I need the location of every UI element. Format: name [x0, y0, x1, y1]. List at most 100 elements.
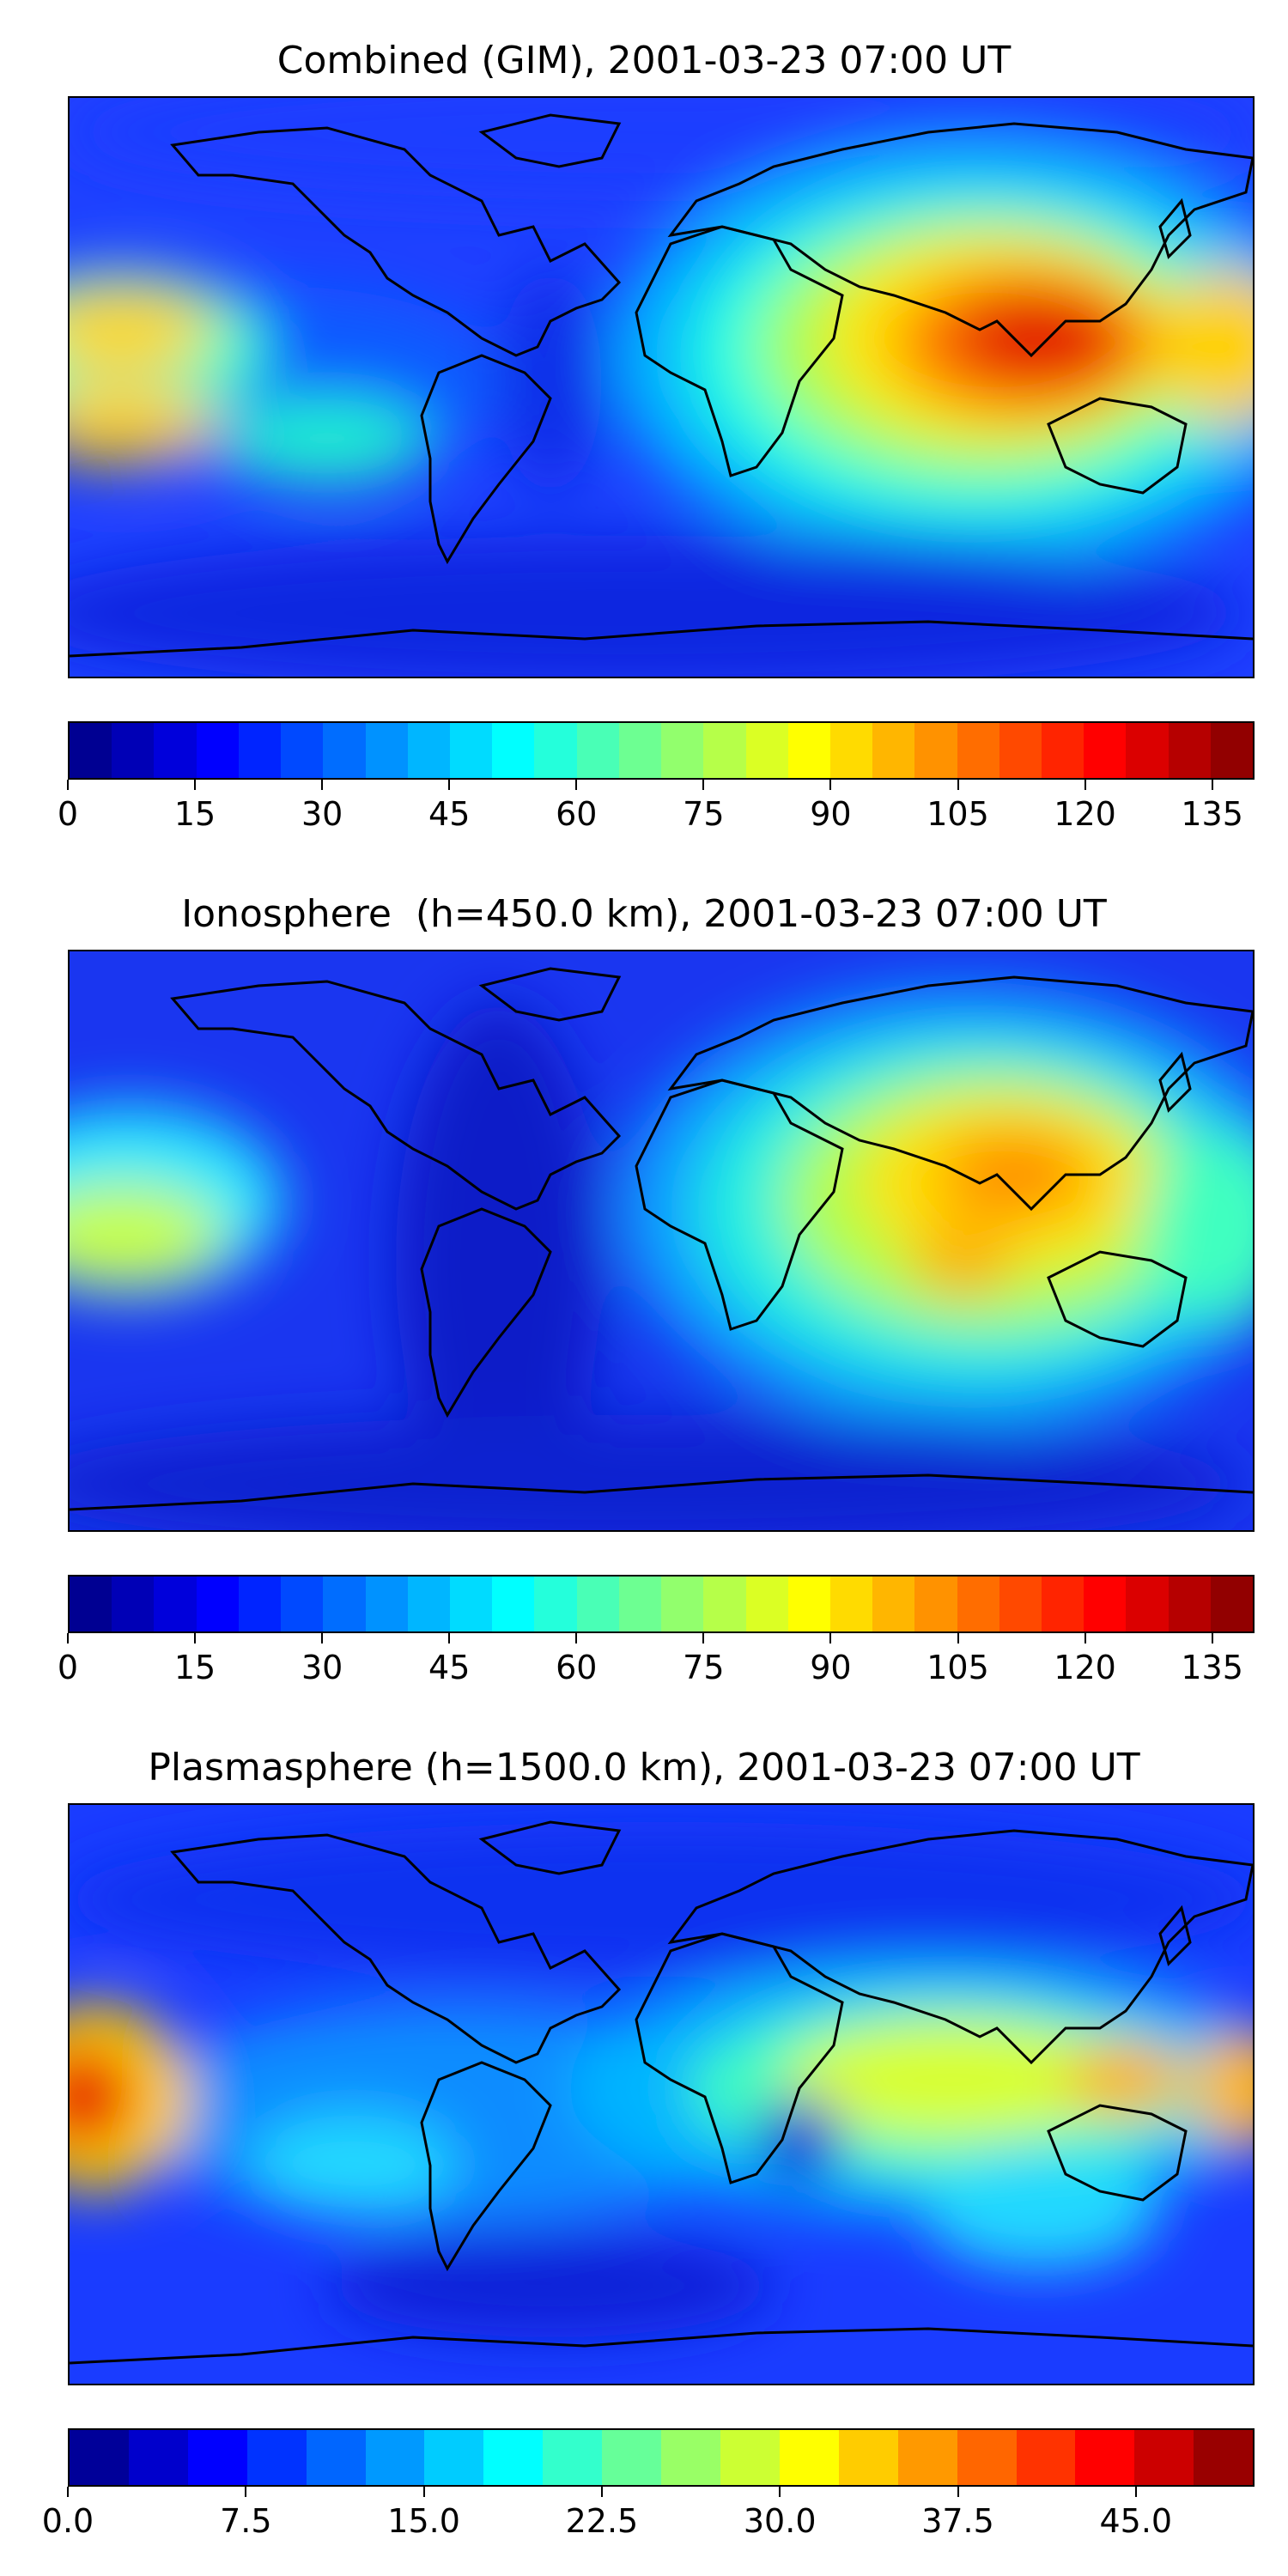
- colorbar-segment: [365, 723, 408, 778]
- colorbar-segment: [543, 2430, 603, 2485]
- colorbar-segment: [246, 2430, 307, 2485]
- colorbar-tick-label: 120: [1054, 795, 1116, 833]
- colorbar-segment: [602, 2430, 662, 2485]
- colorbar-tick-label: 0.0: [41, 2502, 94, 2540]
- colorbar-tick-label: 30.0: [743, 2502, 817, 2540]
- tec-map-ionosphere: [70, 951, 1253, 1530]
- colorbar-tick-label: 30: [301, 1649, 343, 1686]
- colorbar-tick: [600, 2487, 603, 2497]
- colorbar-segment: [829, 1577, 873, 1631]
- colorbar-segment: [154, 1577, 197, 1631]
- colorbar-segment: [872, 1577, 915, 1631]
- colorbar-tick-label: 0: [57, 795, 79, 833]
- coastlines: [70, 113, 1253, 658]
- colorbar-segment: [365, 2430, 425, 2485]
- colorbar-segment: [1210, 1577, 1254, 1631]
- colorbar-tick-label: 105: [927, 795, 989, 833]
- colorbar-tick-label: 105: [927, 1649, 989, 1686]
- colorbar-segment: [492, 723, 535, 778]
- colorbar-tick-label: 90: [810, 1649, 852, 1686]
- colorbar-tick: [1211, 1633, 1213, 1643]
- colorbar-segment: [323, 723, 366, 778]
- colorbar-segment: [897, 2430, 957, 2485]
- colorbar-segment: [112, 723, 155, 778]
- colorbar-segment: [281, 723, 324, 778]
- colorbar-tick: [575, 1633, 578, 1643]
- tec-map-plasmasphere: [70, 1805, 1253, 2384]
- panel-title-plasmasphere: Plasmasphere (h=1500.0 km), 2001-03-23 0…: [148, 1746, 1140, 1789]
- colorbar-tick-label: 7.5: [220, 2502, 272, 2540]
- colorbar-tick-label: 15: [173, 1649, 216, 1686]
- colorbar-segment: [1168, 723, 1211, 778]
- colorbar-segment: [238, 723, 282, 778]
- colorbar-segment: [1126, 1577, 1169, 1631]
- colorbar-segment: [999, 1577, 1042, 1631]
- colorbar-tick-label: 37.5: [921, 2502, 994, 2540]
- colorbar-tick: [1084, 1633, 1086, 1643]
- colorbar-segment: [534, 723, 577, 778]
- colorbar-segment: [196, 1577, 239, 1631]
- colorbar-segment: [957, 2430, 1017, 2485]
- colorbar-segment: [449, 723, 493, 778]
- colorbar-tick: [1084, 780, 1086, 790]
- colorbar-segment: [829, 723, 873, 778]
- colorbar-tick-label: 22.5: [565, 2502, 639, 2540]
- map-combined: [68, 96, 1255, 678]
- tec-map-combined: [70, 98, 1253, 677]
- colorbar-segment: [703, 1577, 746, 1631]
- colorbar-tick-label: 30: [301, 795, 343, 833]
- colorbar-tick: [194, 1633, 197, 1643]
- colorbar-tick-label: 135: [1181, 1649, 1243, 1686]
- colorbar-segment: [1042, 1577, 1084, 1631]
- colorbar-tick-label: 75: [683, 1649, 725, 1686]
- colorbar-ticks-plasmasphere: 0.0 7.5 15.0 22.5 30.0 37.5 45.0: [42, 2487, 1255, 2540]
- colorbar-ionosphere: [68, 1575, 1255, 1633]
- colorbar-segment: [534, 1577, 577, 1631]
- map-plasmasphere: [68, 1803, 1255, 2385]
- colorbar-segment: [306, 2430, 366, 2485]
- colorbar-segment: [787, 1577, 830, 1631]
- colorbar-ticks-ionosphere: 0 15 30 45 60 75 90 105 120 135: [58, 1633, 1255, 1686]
- colorbar-tick: [957, 780, 959, 790]
- colorbar-segment: [576, 723, 619, 778]
- colorbar-segment: [407, 723, 450, 778]
- colorbar-segment: [914, 1577, 957, 1631]
- colorbar-segment: [196, 723, 239, 778]
- colorbar-segment: [1084, 723, 1127, 778]
- colorbar-segment: [323, 1577, 366, 1631]
- colorbar-tick: [575, 780, 578, 790]
- colorbar-segment: [424, 2430, 484, 2485]
- colorbar-segment: [492, 1577, 535, 1631]
- colorbar-tick-label: 15: [173, 795, 216, 833]
- colorbar-segment: [1134, 2430, 1194, 2485]
- colorbar-segment: [112, 1577, 155, 1631]
- colorbar-tick: [422, 2487, 425, 2497]
- colorbar-tick: [194, 780, 197, 790]
- colorbar-tick: [67, 780, 69, 790]
- colorbar-segment: [70, 1577, 112, 1631]
- colorbar-segment: [154, 723, 197, 778]
- colorbar-tick-label: 0: [57, 1649, 79, 1686]
- colorbar-segment: [618, 1577, 662, 1631]
- colorbar-segment: [449, 1577, 493, 1631]
- colorbar-segment: [483, 2430, 544, 2485]
- colorbar-plasmasphere: [68, 2428, 1255, 2487]
- colorbar-tick: [829, 780, 832, 790]
- colorbar-segment: [618, 723, 662, 778]
- colorbar-segment: [661, 1577, 704, 1631]
- colorbar-segment: [957, 723, 999, 778]
- colorbar-tick: [1134, 2487, 1137, 2497]
- colorbar-tick: [829, 1633, 832, 1643]
- colorbar-tick: [779, 2487, 781, 2497]
- colorbar-segment: [1194, 2430, 1254, 2485]
- colorbar-segment: [576, 1577, 619, 1631]
- colorbar-tick: [448, 1633, 451, 1643]
- coastlines: [70, 1820, 1253, 2365]
- colorbar-segment: [128, 2430, 188, 2485]
- colorbar-ticks-combined: 0 15 30 45 60 75 90 105 120 135: [58, 780, 1255, 833]
- colorbar-tick-label: 75: [683, 795, 725, 833]
- colorbar-segment: [1210, 723, 1254, 778]
- colorbar-segment: [779, 2430, 839, 2485]
- colorbar-segment: [281, 1577, 324, 1631]
- colorbar-tick-label: 45: [428, 1649, 471, 1686]
